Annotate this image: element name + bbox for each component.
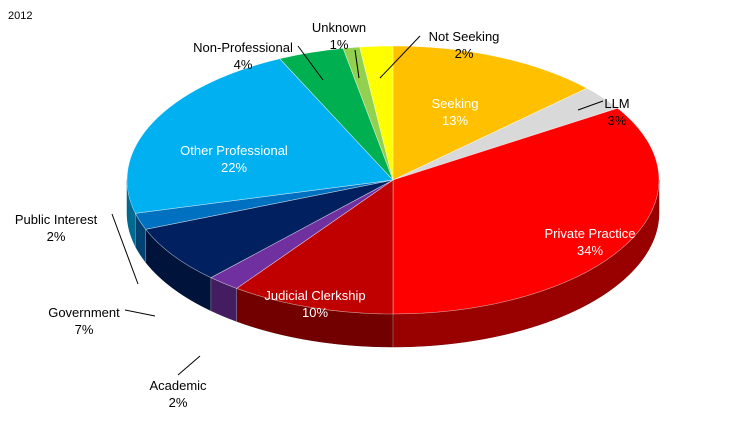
slice-label-judicial-clerkship: Judicial Clerkship: [264, 288, 365, 303]
slice-government: [145, 179, 394, 279]
slice-label-seeking: Seeking: [432, 96, 479, 111]
pie-tops: [126, 45, 660, 315]
leader-line-government: [124, 309, 156, 317]
slice-value-judicial-clerkship: 10%: [302, 305, 328, 320]
slice-labels: Seeking 13% LLM 3% Private Practice 34% Judici…: [15, 20, 636, 410]
slice-label-llm: LLM: [604, 96, 629, 111]
slice-value-llm: 3%: [608, 113, 627, 128]
slice-value-other-professional: 22%: [221, 160, 247, 175]
slice-value-public-interest: 2%: [47, 229, 66, 244]
slice-not-seeking: [359, 45, 394, 181]
slice-seeking: [392, 45, 588, 181]
slice-value-not-seeking: 2%: [455, 46, 474, 61]
pie-sides: [126, 179, 660, 348]
leader-line-llm: [577, 100, 604, 111]
slice-value-seeking: 13%: [442, 113, 468, 128]
leader-line-not-seeking: [379, 35, 421, 79]
chart-title: 2012: [8, 10, 33, 22]
slice-private-practice: [392, 107, 660, 315]
slice-value-academic: 2%: [169, 395, 188, 410]
slice-value-private-practice: 34%: [577, 243, 603, 258]
slice-value-unknown: 1%: [330, 37, 349, 52]
slice-label-government: Government: [48, 305, 120, 320]
slice-label-unknown: Unknown: [312, 20, 366, 35]
slice-judicial-clerkship: [236, 179, 394, 315]
leader-line-non-professional: [297, 45, 324, 81]
slice-label-academic: Academic: [149, 378, 207, 393]
leader-line-unknown: [354, 49, 360, 79]
leader-lines: [111, 35, 604, 376]
slice-other-professional: [126, 58, 394, 214]
slice-label-not-seeking: Not Seeking: [429, 29, 500, 44]
slice-value-government: 7%: [75, 322, 94, 337]
leader-line-academic: [177, 355, 201, 376]
slice-label-other-professional: Other Professional: [180, 143, 288, 158]
slice-label-public-interest: Public Interest: [15, 212, 98, 227]
slice-value-non-professional: 4%: [234, 57, 253, 72]
leader-line-public-interest: [111, 213, 139, 285]
slice-label-private-practice: Private Practice: [544, 226, 635, 241]
slice-label-non-professional: Non-Professional: [193, 40, 293, 55]
